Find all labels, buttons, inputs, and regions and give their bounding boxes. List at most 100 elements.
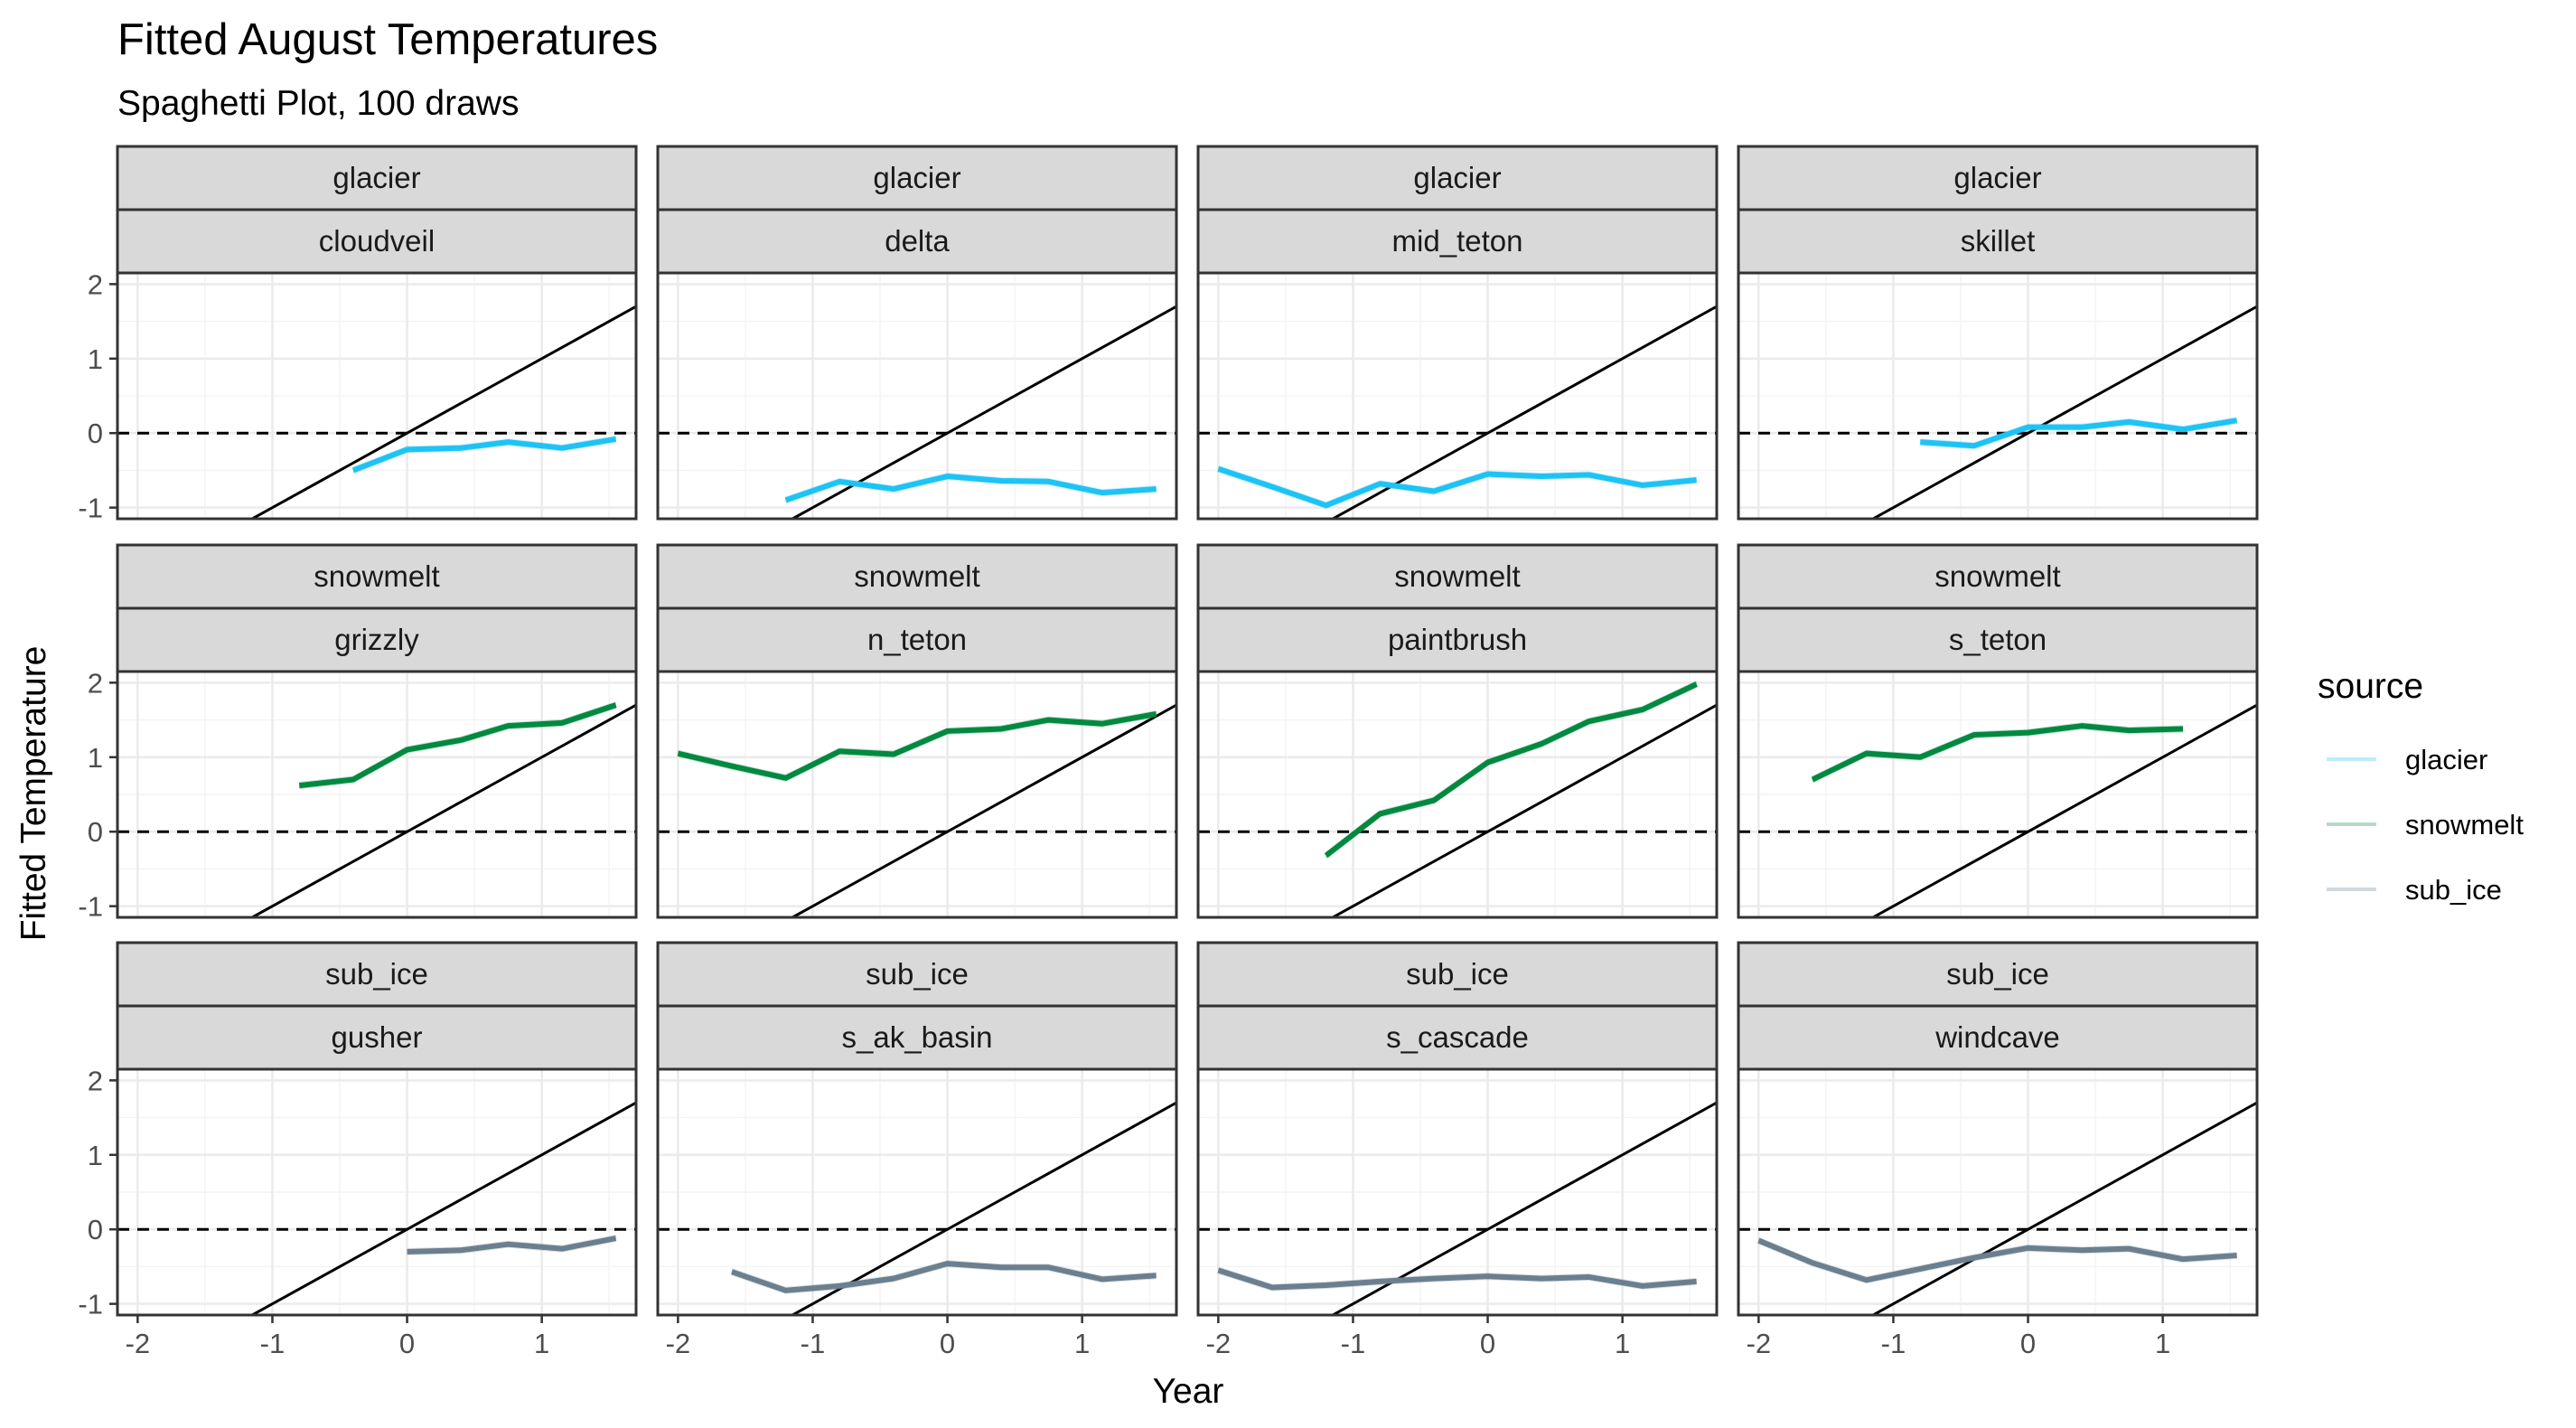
panel-border: [1196, 271, 1719, 521]
strip-source: [116, 543, 638, 610]
strip-site: [1737, 606, 2259, 673]
series-line-gusher: [407, 1235, 617, 1254]
panel-plot-area: [1738, 672, 2257, 917]
strip-site-label: s_cascade: [1386, 1020, 1529, 1054]
diagonal-reference-line: [248, 703, 636, 917]
legend-title: source: [2318, 667, 2423, 706]
strip-source-label: snowmelt: [314, 559, 439, 593]
strip-source: [656, 145, 1178, 211]
strip-site: [1196, 606, 1719, 673]
panel-n_teton: snowmelt n_teton: [656, 543, 1178, 919]
strip-site: [656, 1004, 1178, 1071]
strip-source-label: snowmelt: [1394, 559, 1520, 593]
strip-source-label: sub_ice: [1406, 957, 1509, 991]
x-tick-label: -2: [126, 1328, 151, 1359]
diagonal-reference-line: [789, 1101, 1176, 1315]
diagonal-reference-line: [1329, 1101, 1717, 1315]
y-tick-label: 2: [88, 1065, 103, 1096]
y-tick-label: 1: [88, 343, 103, 375]
panel-plot-area: [658, 273, 1176, 519]
panel-mid_teton: glacier mid_teton: [1196, 145, 1719, 521]
diagonal-reference-line: [789, 703, 1176, 917]
x-tick-label: 1: [1074, 1328, 1090, 1359]
legend-label-snowmelt: snowmelt: [2405, 809, 2524, 841]
diagonal-reference-line: [248, 305, 636, 519]
x-tick-label: 0: [2020, 1328, 2036, 1359]
series-line-grizzly: [298, 702, 617, 789]
panel-border: [1737, 271, 2259, 521]
panel-grizzly: snowmelt grizzly -1 0 1 2: [78, 543, 638, 923]
panel-plot-area: [117, 1069, 636, 1315]
y-tick-label: 0: [88, 816, 103, 848]
diagonal-reference-line: [1869, 703, 2257, 917]
series-line-delta: [784, 474, 1157, 503]
chart-subtitle: Spaghetti Plot, 100 draws: [117, 84, 519, 123]
panel-s_ak_basin: sub_ice s_ak_basin -2 -1 0 1: [656, 941, 1178, 1359]
legend-label-sub_ice: sub_ice: [2405, 874, 2502, 906]
y-tick-label: 0: [88, 1214, 103, 1245]
series-line-s_teton: [1811, 723, 2184, 783]
panel-plot-area: [117, 672, 636, 917]
x-tick-label: 1: [1615, 1328, 1630, 1359]
strip-source: [656, 941, 1178, 1008]
strip-site-label: s_teton: [1949, 623, 2047, 656]
panel-border: [1196, 1067, 1719, 1317]
strip-source: [1737, 941, 2259, 1008]
x-tick-label: -2: [666, 1328, 691, 1359]
x-tick-label: -1: [1881, 1328, 1906, 1359]
strip-site-label: windcave: [1934, 1020, 2060, 1054]
strip-source-label: snowmelt: [1934, 559, 2060, 593]
y-tick-label: 0: [88, 418, 103, 449]
series-line-windcave: [1757, 1237, 2237, 1283]
strip-site: [656, 606, 1178, 673]
strip-source: [1196, 543, 1719, 610]
facet-panels: glaciercloudveil-1012glacierdeltaglacier…: [78, 145, 2259, 1359]
panel-plot-area: [658, 1069, 1176, 1315]
series-line-cloudveil: [351, 436, 617, 474]
panel-cloudveil: glacier cloudveil -1 0 1 2: [78, 145, 638, 524]
y-axis-title: Fitted Temperature: [14, 646, 53, 942]
x-axis-title: Year: [1153, 1372, 1224, 1411]
x-tick-label: 0: [940, 1328, 955, 1359]
panel-plot-area: [1198, 1069, 1717, 1315]
panel-skillet: glacier skillet: [1737, 145, 2259, 521]
strip-source: [1737, 543, 2259, 610]
strip-source-label: glacier: [333, 161, 420, 194]
strip-source-label: sub_ice: [325, 957, 428, 991]
panel-windcave: sub_ice windcave -2 -1 0 1: [1737, 941, 2259, 1359]
panel-border: [656, 1067, 1178, 1317]
strip-source-label: sub_ice: [1946, 957, 2049, 991]
series-line-mid_teton: [1217, 465, 1697, 509]
panel-delta: glacier delta: [656, 145, 1178, 521]
panel-plot-area: [117, 273, 636, 519]
strip-source: [116, 145, 638, 211]
legend: source glacier snowmelt sub_ice: [2318, 667, 2524, 906]
strip-site-label: delta: [885, 224, 950, 258]
y-tick-label: 2: [88, 667, 103, 699]
series-line-s_cascade: [1217, 1267, 1697, 1291]
panel-border: [116, 271, 638, 521]
y-tick-label: -1: [78, 493, 103, 524]
strip-source: [1737, 145, 2259, 211]
panel-border: [656, 670, 1178, 919]
strip-source-label: snowmelt: [854, 559, 979, 593]
panel-plot-area: [1198, 672, 1717, 917]
strip-site-label: n_teton: [867, 623, 967, 656]
strip-site-label: grizzly: [334, 623, 419, 656]
strip-site: [1196, 208, 1719, 275]
y-tick-label: 1: [88, 742, 103, 774]
strip-source-label: glacier: [873, 161, 960, 194]
strip-site: [1196, 1004, 1719, 1071]
strip-site-label: cloudveil: [319, 224, 435, 258]
x-tick-label: 1: [534, 1328, 549, 1359]
panel-plot-area: [1198, 273, 1717, 519]
strip-source-label: glacier: [1413, 161, 1501, 194]
x-tick-label: 0: [399, 1328, 415, 1359]
y-tick-label: -1: [78, 1289, 103, 1320]
series-line-paintbrush: [1324, 681, 1698, 858]
panel-plot-area: [1738, 273, 2257, 519]
x-tick-label: -1: [260, 1328, 286, 1359]
panel-border: [1196, 670, 1719, 919]
